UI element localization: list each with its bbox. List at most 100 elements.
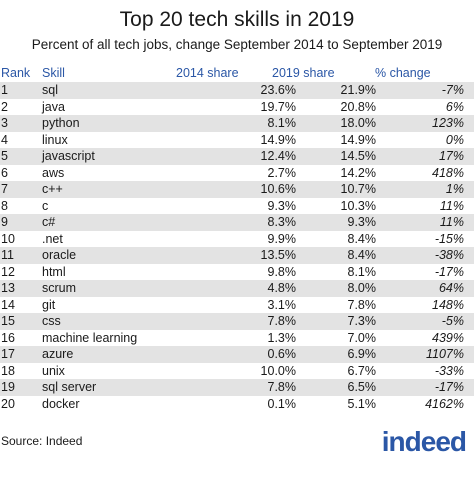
change-cell: -17%	[434, 264, 464, 279]
rank-cell: 14	[1, 297, 15, 312]
share-2019-cell: 6.5%	[347, 380, 377, 394]
skill-cell: c++	[42, 182, 63, 196]
share-2019-cell: 6.7%	[347, 363, 377, 378]
table-row: 17 azure 0.6% 6.9% 1107%	[0, 346, 474, 363]
rank-cell: 4	[1, 132, 8, 147]
share-2014-cell: 7.8%	[267, 314, 297, 328]
change-cell: 4162%	[425, 396, 464, 411]
share-2019-cell: 7.0%	[347, 330, 377, 345]
share-2014-cell: 8.1%	[267, 116, 297, 130]
share-2019-cell: 7.3%	[347, 314, 377, 328]
rank-cell: 19	[1, 380, 15, 394]
table-row: 4 linux 14.9% 14.9% 0%	[0, 132, 474, 149]
share-2014-cell: 23.6%	[260, 83, 296, 97]
rank-cell: 18	[1, 363, 15, 378]
change-cell: -38%	[434, 248, 464, 262]
table-row: 5 javascript 12.4% 14.5% 17%	[0, 148, 474, 165]
rank-cell: 13	[1, 281, 15, 295]
skill-cell: sql server	[42, 380, 97, 394]
share-2014-cell: 0.6%	[267, 347, 297, 361]
table-row: 8 c 9.3% 10.3% 11%	[0, 198, 474, 215]
change-cell: 11%	[439, 215, 464, 229]
table-row: 6 aws 2.7% 14.2% 418%	[0, 165, 474, 182]
skill-cell: c	[42, 198, 49, 213]
chart-title: Top 20 tech skills in 2019	[119, 8, 355, 31]
table-row: 3 python 8.1% 18.0% 123%	[0, 115, 474, 132]
table-row: 16 machine learning 1.3% 7.0% 439%	[0, 330, 474, 347]
change-cell: -17%	[434, 380, 464, 394]
rank-cell: 15	[1, 314, 15, 328]
share-2014-cell: 13.5%	[260, 248, 296, 262]
table-row: 14 git 3.1% 7.8% 148%	[0, 297, 474, 314]
share-2019-cell: 6.9%	[347, 347, 377, 361]
table-row: 9 c# 8.3% 9.3% 11%	[0, 214, 474, 231]
change-cell: -5%	[441, 314, 464, 328]
share-2019-cell: 8.1%	[347, 264, 377, 279]
change-cell: -33%	[434, 363, 464, 378]
skill-cell: c#	[42, 215, 56, 229]
share-2019-cell: 8.4%	[347, 231, 377, 246]
skill-cell: css	[42, 314, 61, 328]
share-2019-cell: 18.0%	[340, 116, 376, 130]
rank-cell: 3	[1, 116, 8, 130]
source-note: Source: Indeed	[1, 434, 83, 448]
column-header-skill: Skill	[42, 66, 65, 80]
skill-cell: java	[42, 99, 65, 114]
skill-cell: oracle	[42, 248, 77, 262]
change-cell: -7%	[441, 83, 464, 97]
rank-cell: 8	[1, 198, 8, 213]
change-cell: 439%	[432, 330, 464, 345]
share-2019-cell: 8.0%	[347, 281, 377, 295]
skill-cell: python	[42, 116, 80, 130]
change-cell: 1107%	[426, 347, 464, 361]
rank-cell: 6	[1, 165, 8, 180]
skill-cell: scrum	[42, 281, 77, 295]
share-2014-cell: 3.1%	[267, 297, 297, 312]
indeed-logo: indeed	[381, 426, 467, 457]
table-row: 12 html 9.8% 8.1% -17%	[0, 264, 474, 281]
column-header-2014-share: 2014 share	[176, 66, 239, 80]
rank-cell: 12	[1, 264, 15, 279]
share-2019-cell: 14.5%	[340, 149, 376, 163]
share-2014-cell: 14.9%	[260, 132, 296, 147]
share-2014-cell: 1.3%	[267, 330, 297, 345]
table-row: 1 sql 23.6% 21.9% -7%	[0, 82, 474, 99]
share-2014-cell: 12.4%	[260, 149, 296, 163]
share-2019-cell: 10.7%	[340, 182, 376, 196]
skill-cell: aws	[42, 165, 65, 180]
skill-cell: .net	[42, 231, 63, 246]
rank-cell: 11	[1, 248, 14, 262]
share-2019-cell: 8.4%	[347, 248, 377, 262]
table-row: 20 docker 0.1% 5.1% 4162%	[0, 396, 474, 413]
table-row: 10 .net 9.9% 8.4% -15%	[0, 231, 474, 248]
share-2019-cell: 20.8%	[340, 99, 376, 114]
change-cell: 418%	[432, 165, 464, 180]
share-2019-cell: 7.8%	[347, 297, 377, 312]
share-2019-cell: 21.9%	[340, 83, 376, 97]
chart-subtitle: Percent of all tech jobs, change Septemb…	[31, 37, 443, 52]
share-2014-cell: 19.7%	[260, 99, 296, 114]
share-2014-cell: 10.0%	[260, 363, 296, 378]
skill-cell: javascript	[42, 149, 95, 163]
table-row: 2 java 19.7% 20.8% 6%	[0, 99, 474, 116]
rank-cell: 1	[1, 83, 8, 97]
share-2014-cell: 9.9%	[267, 231, 297, 246]
skill-cell: sql	[42, 83, 58, 97]
change-cell: 148%	[432, 297, 464, 312]
share-2019-cell: 9.3%	[347, 215, 377, 229]
change-cell: 1%	[445, 182, 464, 196]
share-2019-cell: 14.2%	[340, 165, 376, 180]
skill-cell: html	[42, 264, 66, 279]
skills-table-body: 1 sql 23.6% 21.9% -7% 2 java 19.7% 20.8% 6% 3 pytho…	[0, 82, 474, 412]
skill-cell: machine learning	[42, 330, 138, 345]
share-2014-cell: 9.3%	[267, 198, 297, 213]
change-cell: 123%	[432, 116, 464, 130]
column-header-2019-share: 2019 share	[272, 66, 335, 80]
share-2014-cell: 7.8%	[267, 380, 297, 394]
table-row: 11 oracle 13.5% 8.4% -38%	[0, 247, 474, 264]
change-cell: 64%	[438, 281, 464, 295]
change-cell: 17%	[438, 149, 464, 163]
rank-cell: 7	[1, 182, 8, 196]
skill-cell: docker	[42, 396, 80, 411]
change-cell: 6%	[445, 99, 464, 114]
